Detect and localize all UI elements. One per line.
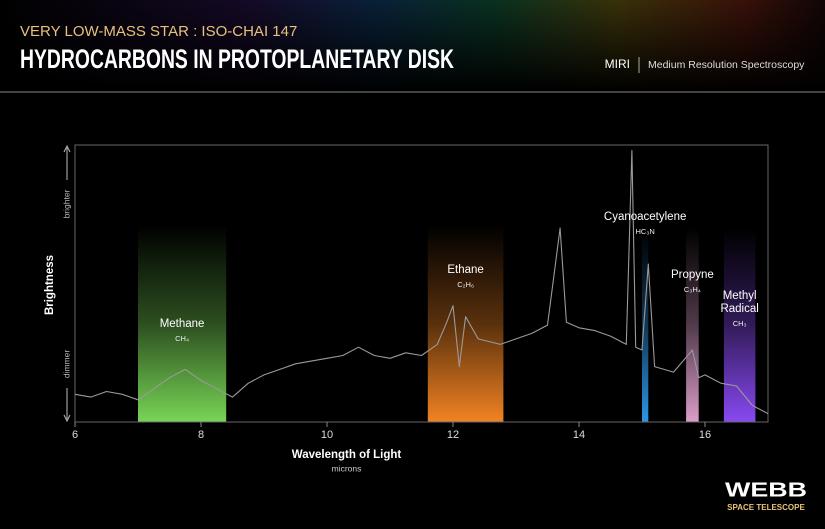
y-axis-label: Brightness [44, 255, 56, 315]
band-label: Cyanoacetylene HC₃N [590, 211, 700, 238]
header-fade [0, 0, 825, 92]
band-formula: C₃H₄ [683, 285, 701, 294]
band-label: Methyl Radical CH₃ [715, 290, 765, 330]
x-tick-label: 16 [699, 429, 711, 441]
band-formula: HC₃N [635, 227, 655, 236]
spectrum-line [74, 149, 769, 415]
band-name: Propyne [670, 269, 714, 281]
y-bottom-label: dimmer [61, 350, 71, 379]
logo-name: WEBB [725, 479, 807, 501]
x-axis-unit: microns [332, 463, 362, 473]
x-tick-label: 10 [321, 429, 333, 441]
band [427, 225, 504, 422]
x-tick-label: 8 [198, 429, 204, 441]
band-label: Methane CH₄ [137, 318, 227, 345]
x-axis-label: Wavelength of Light [292, 449, 402, 461]
band-formula: C₂H₆ [457, 280, 474, 289]
band [642, 228, 649, 422]
plot-frame [74, 144, 769, 423]
band-name: Ethane [447, 264, 484, 276]
band-name: Methyl Radical [720, 290, 759, 315]
x-tick-label: 6 [72, 429, 78, 441]
mode: Medium Resolution Spectroscopy [648, 59, 805, 71]
band-label: Propyne C₃H₄ [657, 269, 727, 296]
band-formula: CH₄ [175, 334, 190, 343]
y-top-label: brighter [61, 189, 71, 218]
band-formula: CH₃ [732, 319, 747, 328]
band-name: Cyanoacetylene [603, 211, 687, 223]
y-arrowhead-down [63, 414, 71, 423]
band-name: Methane [159, 318, 205, 330]
x-tick-label: 12 [447, 429, 459, 441]
band-label: Ethane C₂H₆ [421, 264, 511, 291]
logo-tagline: SPACE TELESCOPE [727, 503, 805, 512]
band [686, 228, 699, 422]
title: HYDROCARBONS IN PROTOPLANETARY DISK [20, 44, 454, 74]
x-tick-label: 14 [573, 429, 585, 441]
y-arrowhead-up [63, 144, 71, 153]
subtitle: VERY LOW-MASS STAR : ISO-CHAI 147 [20, 23, 297, 40]
instrument: MIRI [605, 57, 630, 71]
